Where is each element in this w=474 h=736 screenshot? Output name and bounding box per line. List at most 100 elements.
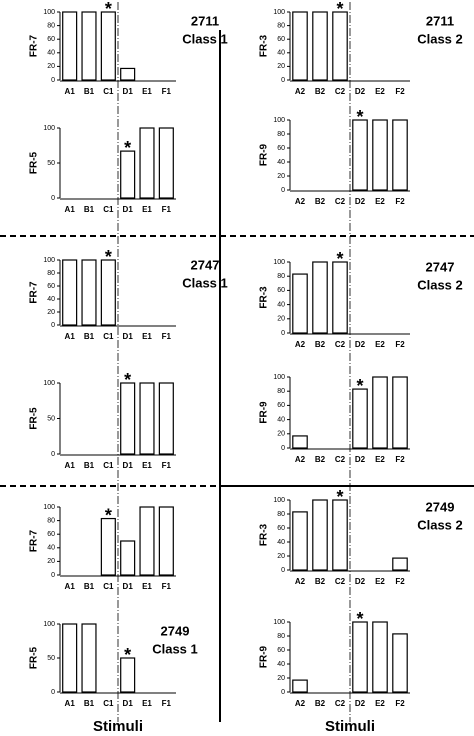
y-tick-label: 0 [51,689,55,696]
x-tick-label: C2 [335,87,346,96]
y-tick-label: 40 [47,50,55,57]
x-tick-label: E2 [375,87,385,96]
bar [81,259,97,326]
y-tick-label: 0 [281,689,285,696]
y-tick-label: 20 [277,675,285,682]
y-tick-label: 50 [47,415,55,422]
y-tick-label: 50 [47,655,55,662]
bar [392,376,408,449]
x-tick-label: B2 [315,577,326,586]
bar [120,657,136,693]
x-tick-label: B1 [84,205,95,214]
x-tick-label: A1 [65,699,76,708]
bar [120,67,136,81]
y-tick-label: 40 [277,416,285,423]
y-tick-label: 60 [277,287,285,294]
panel-label: 2747 [191,257,220,272]
y-tick-label: 100 [43,257,55,264]
x-tick-label: A2 [295,340,306,349]
bar [292,11,308,81]
x-tick-label: D2 [355,455,366,464]
y-axis-label: FR-5 [29,407,40,430]
x-tick-label: A1 [65,87,76,96]
bar [332,499,348,571]
x-tick-label: E2 [375,340,385,349]
bar [292,511,308,571]
y-tick-label: 0 [281,567,285,574]
x-tick-label: B2 [315,87,326,96]
bar [352,621,368,693]
y-tick-label: 80 [47,517,55,524]
y-tick-label: 20 [277,173,285,180]
y-axis-label: FR-5 [29,151,40,174]
bar [292,435,308,449]
significance-star: * [356,376,363,396]
x-tick-label: D1 [123,699,134,708]
x-tick-label: A2 [295,197,306,206]
x-tick-label: B2 [315,340,326,349]
bar [372,621,388,693]
x-tick-label: E1 [142,87,152,96]
significance-star: * [105,505,112,525]
y-tick-label: 100 [273,9,285,16]
significance-star: * [105,247,112,267]
x-tick-label: A1 [65,461,76,470]
panel-label: Class 2 [417,517,463,532]
y-tick-label: 60 [47,531,55,538]
y-tick-label: 0 [51,195,55,202]
x-tick-label: E1 [142,699,152,708]
y-tick-label: 100 [43,125,55,132]
x-tick-label: E1 [142,205,152,214]
y-tick-label: 100 [273,497,285,504]
bar [372,376,388,449]
y-tick-label: 60 [47,283,55,290]
x-tick-label: E2 [375,455,385,464]
significance-star: * [124,370,131,390]
x-tick-label: D1 [123,87,134,96]
significance-star: * [336,0,343,19]
significance-star: * [124,138,131,158]
x-tick-label: B1 [84,87,95,96]
bar [139,382,155,455]
y-tick-label: 0 [281,445,285,452]
bar [62,623,78,693]
panel-label: Class 1 [182,31,228,46]
y-tick-label: 20 [277,316,285,323]
x-tick-label: F2 [395,577,405,586]
x-tick-label: B1 [84,461,95,470]
x-tick-label: F1 [162,332,172,341]
panel-label: 2749 [426,499,455,514]
x-tick-label: C1 [103,461,114,470]
y-tick-label: 40 [277,539,285,546]
x-tick-label: F1 [162,461,172,470]
x-tick-label: E2 [375,577,385,586]
panel-label: 2749 [161,623,190,638]
x-tick-label: E1 [142,582,152,591]
x-tick-label: A2 [295,577,306,586]
significance-star: * [105,0,112,19]
panel-label: Class 1 [152,641,198,656]
y-tick-label: 40 [47,545,55,552]
y-tick-label: 100 [43,621,55,628]
y-tick-label: 60 [47,36,55,43]
x-tick-label: D1 [123,582,134,591]
x-tick-label: C2 [335,197,346,206]
bar [158,506,174,576]
x-tick-label: D1 [123,205,134,214]
x-tick-label: E1 [142,332,152,341]
x-tick-label: E1 [142,461,152,470]
x-tick-label: C2 [335,577,346,586]
bar [62,259,78,326]
bar [100,517,116,576]
y-tick-label: 20 [277,553,285,560]
y-tick-label: 40 [47,296,55,303]
bar [392,633,408,693]
bar [100,259,116,326]
y-tick-label: 0 [51,77,55,84]
bar [120,382,136,455]
y-axis-label: FR-9 [259,645,270,668]
bar [392,557,408,571]
y-axis-label: FR-9 [259,143,270,166]
x-tick-label: D2 [355,699,366,708]
x-tick-label: D1 [123,332,134,341]
